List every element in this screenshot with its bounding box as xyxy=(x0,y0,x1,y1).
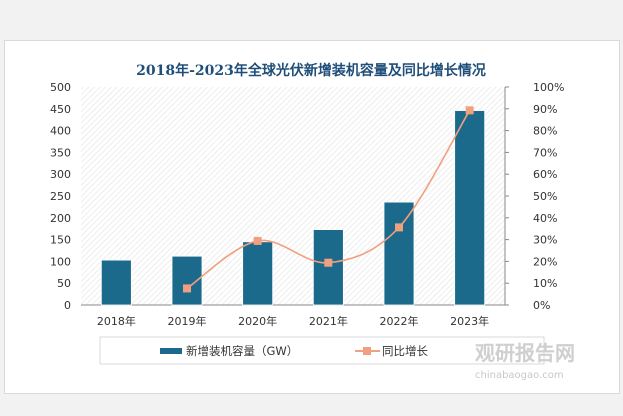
x-tick-label: 2020年 xyxy=(238,314,277,328)
y-left-tick-label: 350 xyxy=(50,146,71,159)
y-right-tick-label: 70% xyxy=(533,146,557,159)
bar-2018年 xyxy=(100,259,132,306)
growth-point xyxy=(183,284,191,293)
growth-point xyxy=(395,223,403,232)
watermark-url: chinabaogao.com xyxy=(475,370,564,381)
y-right-tick-label: 30% xyxy=(533,234,557,247)
legend: 新增装机容量（GW） 同比增长 xyxy=(99,336,545,365)
y-right-tick-label: 0% xyxy=(533,299,550,312)
y-left-tick-label: 150 xyxy=(50,234,71,247)
bar-2023年 xyxy=(454,110,486,306)
watermark-logo-text: 观研报告网 xyxy=(475,341,575,365)
y-right-tick-label: 40% xyxy=(533,212,557,225)
y-right-tick-label: 80% xyxy=(533,125,557,138)
y-right-tick-label: 20% xyxy=(533,255,557,268)
x-tick-label: 2018年 xyxy=(97,314,136,328)
y-left-tick-label: 200 xyxy=(50,212,71,225)
y-left-tick-label: 100 xyxy=(50,255,71,268)
legend-line-label: 同比增长 xyxy=(382,344,428,358)
y-right-tick-label: 50% xyxy=(533,190,557,203)
bar-2022年 xyxy=(383,201,415,306)
x-tick-label: 2019年 xyxy=(168,314,207,328)
y-left-tick-label: 450 xyxy=(50,103,71,116)
legend-bar-swatch xyxy=(160,348,182,354)
y-right-tick-label: 10% xyxy=(533,277,557,290)
y-left-tick-label: 250 xyxy=(50,190,71,203)
growth-point xyxy=(253,236,262,245)
y-left-tick-label: 300 xyxy=(50,168,71,181)
y-left-tick-label: 50 xyxy=(57,277,71,290)
growth-point xyxy=(324,258,333,267)
x-tick-label: 2021年 xyxy=(309,314,348,328)
growth-point xyxy=(465,106,474,115)
y-right-tick-label: 90% xyxy=(533,103,557,116)
y-left-tick-label: 500 xyxy=(50,81,71,94)
y-left-tick-label: 0 xyxy=(64,299,71,312)
legend-bar-label: 新增装机容量（GW） xyxy=(186,344,298,358)
y-left-tick-label: 400 xyxy=(50,125,71,138)
plot-area xyxy=(81,87,505,305)
bar-2021年 xyxy=(312,229,344,306)
legend-line-marker xyxy=(363,347,371,355)
y-right-tick-label: 60% xyxy=(533,168,557,181)
bar-2020年 xyxy=(242,241,274,306)
chart-title: 2018年-2023年全球光伏新增装机容量及同比增长情况 xyxy=(136,62,486,79)
y-right-tick-label: 100% xyxy=(533,81,564,94)
x-tick-label: 2023年 xyxy=(450,314,489,328)
x-tick-label: 2022年 xyxy=(380,314,419,328)
watermark: 观研报告网 chinabaogao.com xyxy=(475,341,575,381)
